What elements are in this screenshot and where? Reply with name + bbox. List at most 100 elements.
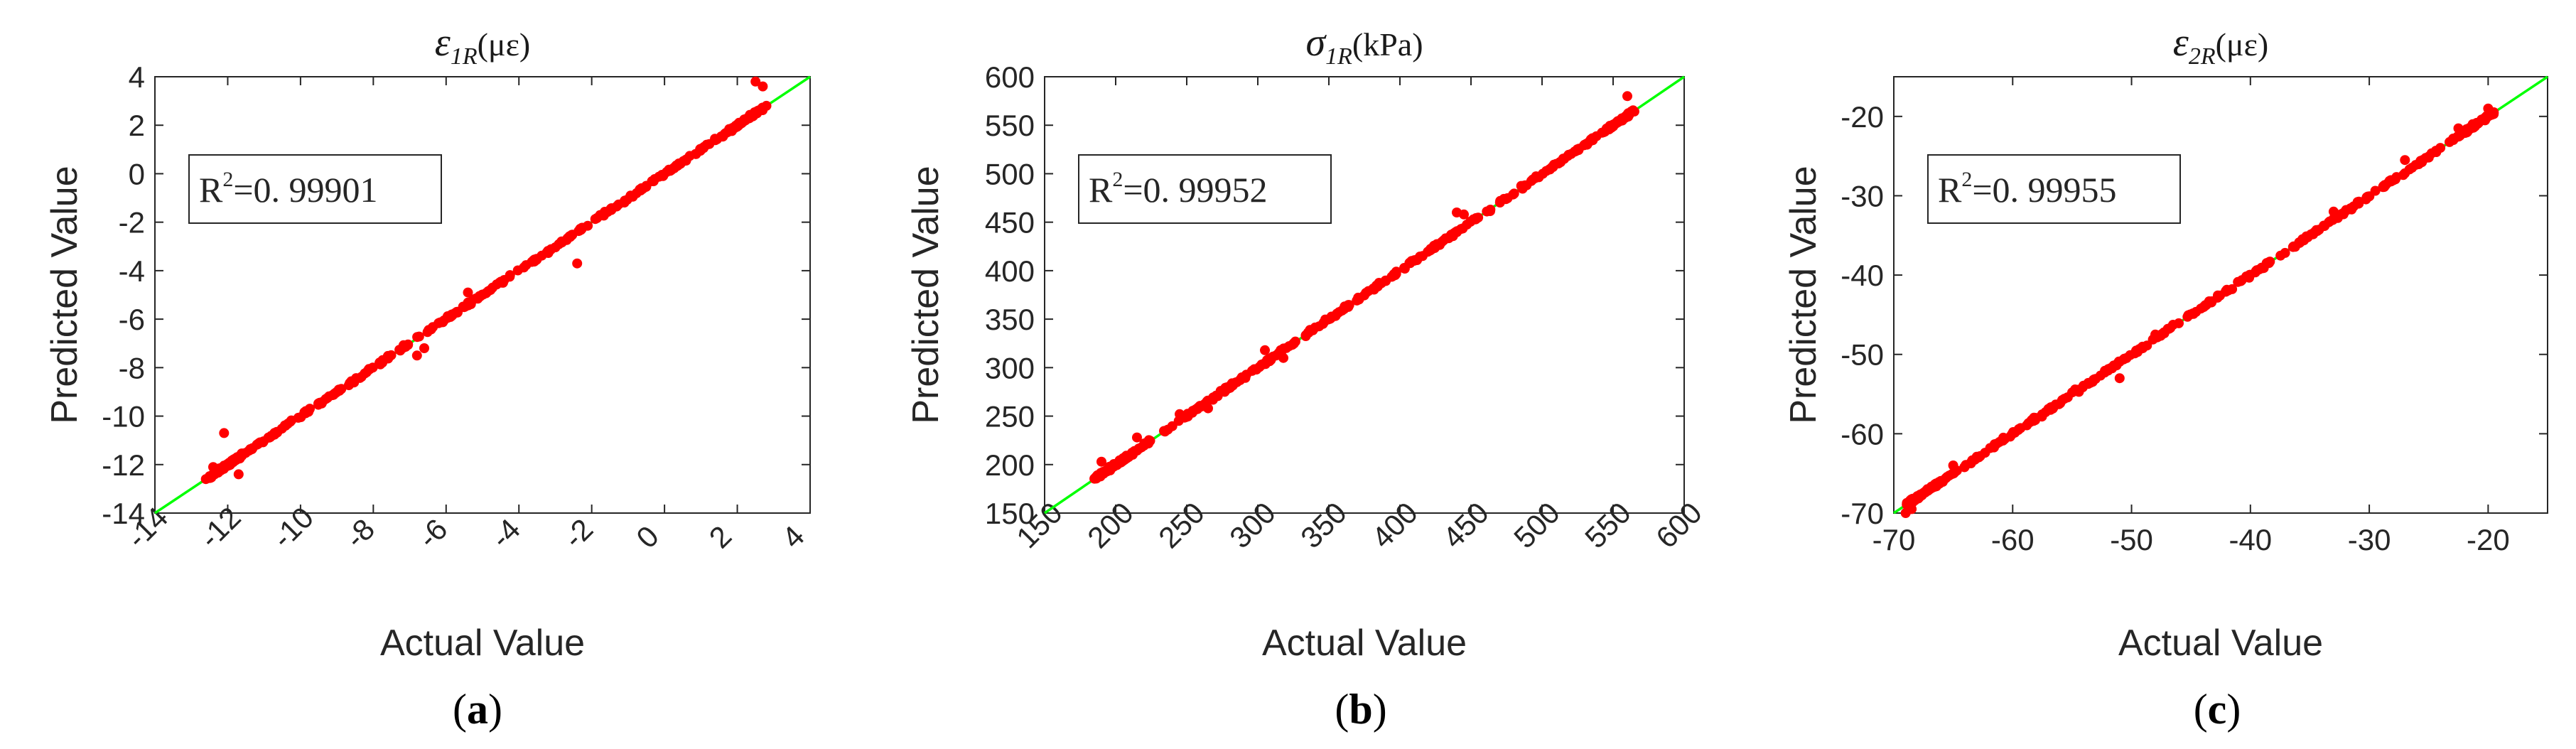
data-points [1089,91,1639,484]
data-point [1425,245,1435,256]
x-tick-label: 0 [630,519,665,555]
y-axis-label: Predicted Value [44,166,85,424]
data-point [2472,119,2483,129]
data-point [1132,432,1142,443]
data-point [1998,432,2009,443]
y-tick-label: -14 [102,497,145,530]
x-tick-label: -30 [2348,523,2391,556]
x-tick-label: 2 [703,519,738,555]
panel-c: -70 -60 -50 -40 -30 -20 -70 -60 -50 -40 -30 -20 Actu… [1783,21,2548,733]
data-point [1941,473,1951,484]
y-tick-label: 300 [985,351,1035,384]
r2-letter: R [1089,170,1113,210]
data-point [375,359,386,370]
data-point [219,428,230,438]
x-tick-label: -50 [2110,523,2153,556]
data-point [1517,183,1528,194]
title-symbol: σ [1305,21,1327,65]
panel-label-open: ( [453,686,467,733]
r2-annotation: R2=0. 99955 [1938,168,2117,210]
data-point [2113,356,2124,367]
panel-label-open: ( [2194,686,2208,733]
data-point [208,462,218,473]
data-point [2479,113,2490,123]
data-point [419,343,429,353]
panel-a: -14 -12 -10 -8 -6 -4 -2 0 2 4-14-12-10-8-6-4-2024… [44,21,811,733]
title-subscript: 1R [451,43,478,70]
y-tick-label: -30 [1841,179,1884,212]
r2-box [188,154,442,224]
y-tick-label: 450 [985,206,1035,239]
data-point [1326,311,1337,322]
title-unit: (με) [2216,26,2269,63]
x-tick-label: -2 [557,512,600,555]
y-tick-label: -70 [1841,497,1884,530]
data-point [1482,206,1492,217]
data-point [2423,152,2434,163]
data-points [1900,103,2499,518]
data-point [750,76,761,87]
data-point [1558,153,1568,164]
data-point [2215,290,2225,301]
data-point [1531,171,1541,182]
data-point [2327,215,2338,225]
data-point [529,254,540,265]
data-point [386,350,397,360]
data-point [619,198,630,208]
data-point [750,108,761,119]
data-point [712,134,723,144]
data-point [1308,325,1318,335]
data-point [1470,214,1481,225]
r2-superscript: 2 [1112,168,1123,191]
panel-label-letter: c [2208,686,2227,733]
data-point [2381,180,2391,190]
data-point [2026,415,2037,426]
data-point [1145,436,1155,446]
data-point [1203,403,1213,414]
panel-label: (b) [1335,686,1386,733]
data-point [2188,308,2198,318]
y-axis-label: Predicted Value [1783,166,1824,424]
r2-annotation: R2=0. 99952 [1089,168,1268,210]
data-point [2241,271,2252,281]
data-point [2453,123,2464,134]
data-point [701,139,712,150]
title-symbol: ε [435,21,451,65]
data-point [1118,453,1128,463]
panel-label-close: ) [2226,686,2241,733]
data-point [255,437,265,448]
y-tick-label: -20 [1841,100,1884,134]
r2-value: =0. 99901 [233,170,377,210]
data-point [576,224,587,235]
data-point [313,399,323,410]
data-point [1629,106,1639,117]
panel-label: (a) [453,686,502,733]
data-point [1318,318,1329,328]
data-point [245,444,256,454]
y-tick-label: -60 [1841,417,1884,451]
data-point [304,404,315,415]
x-tick-label: -60 [1991,523,2035,556]
data-point [1287,340,1298,350]
data-point [761,100,772,111]
panel-label-close: ) [1373,686,1387,733]
chart-title: ε2R(με) [2173,21,2268,70]
y-tick-label: -4 [119,254,145,288]
data-point [1502,193,1513,203]
r2-superscript: 2 [1961,168,1972,191]
data-point [512,265,523,276]
data-point [487,282,498,293]
title-subscript: 1R [1325,43,1352,70]
data-point [1907,504,1917,514]
data-point [497,277,508,288]
data-point [1262,355,1273,365]
data-point [2354,196,2364,207]
data-point [2165,323,2176,333]
data-point [1412,254,1423,265]
data-point [2398,170,2408,180]
x-tick-label: -8 [338,512,381,555]
data-point [2062,392,2073,403]
data-point [362,365,373,376]
x-tick-label: -40 [2229,523,2272,556]
data-point [1399,264,1410,274]
